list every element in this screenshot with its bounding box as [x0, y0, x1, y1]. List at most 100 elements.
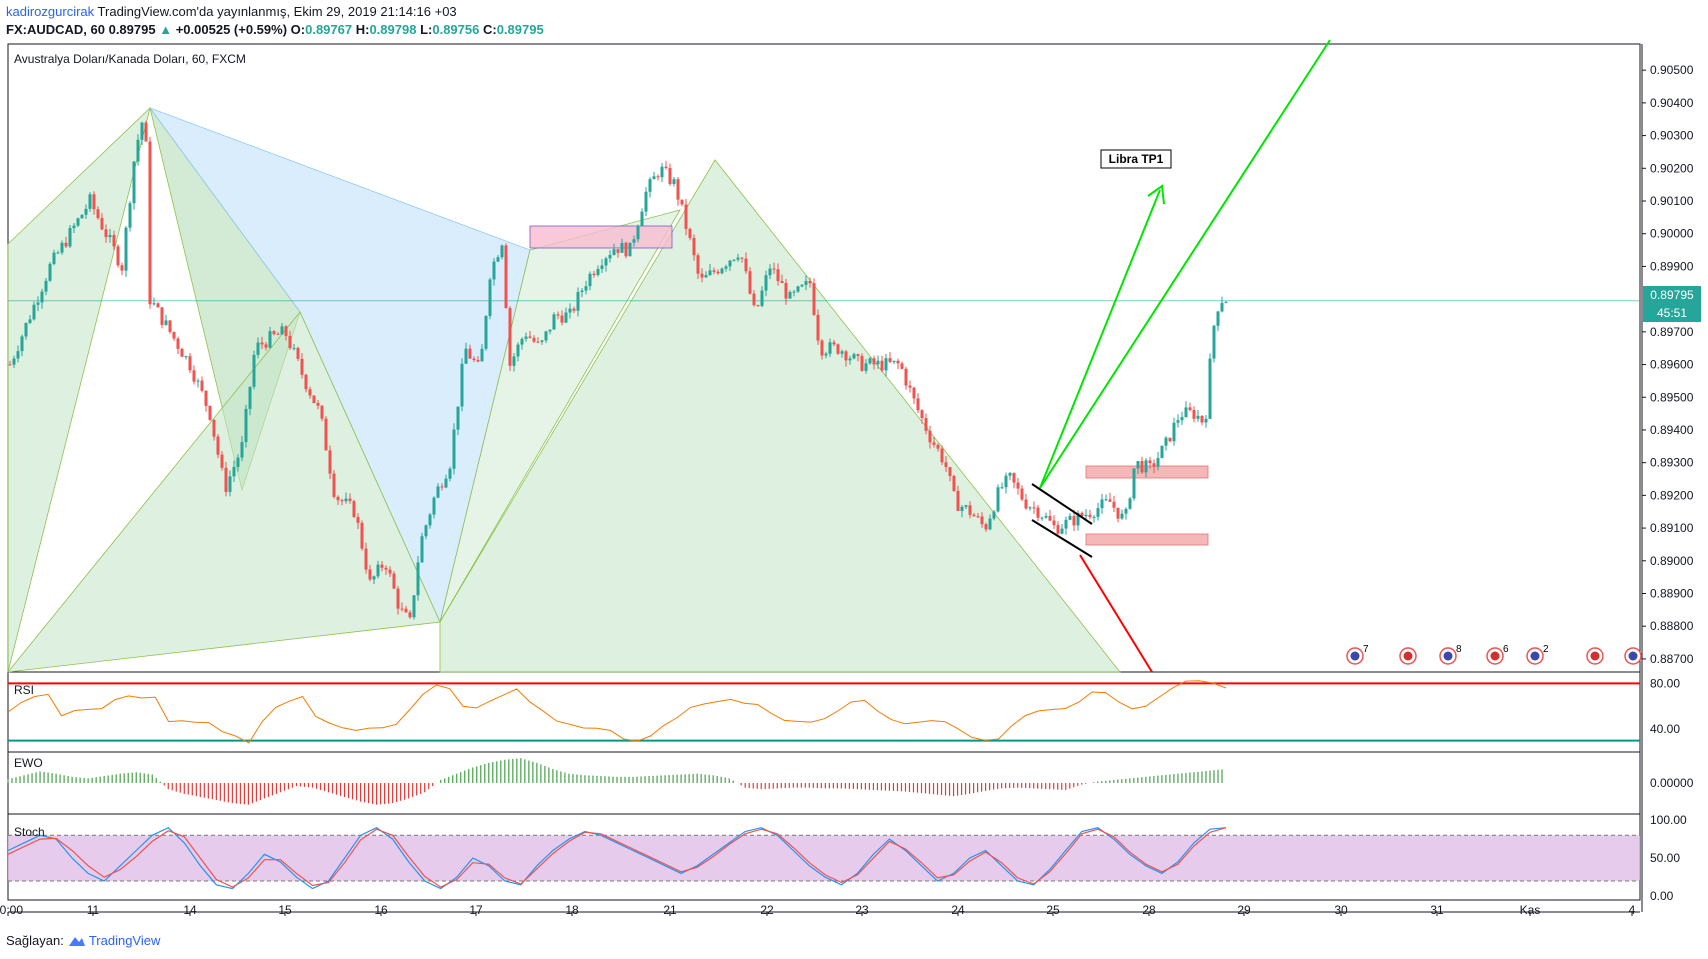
candle-body	[332, 473, 336, 497]
candle-body	[812, 283, 816, 315]
candle-body	[296, 347, 300, 359]
candle-body	[104, 229, 108, 238]
price-tick-label: 0.90400	[1650, 96, 1694, 110]
candle-body	[1208, 358, 1212, 419]
candle-body	[672, 179, 676, 184]
candle-body	[380, 564, 384, 568]
candle-body	[316, 403, 320, 406]
candle-body	[1132, 468, 1136, 499]
candle-body	[884, 358, 888, 371]
candle-body	[804, 280, 808, 285]
candle-body	[1212, 325, 1216, 359]
candle-body	[516, 344, 520, 357]
candle-body	[752, 293, 756, 306]
time-tick-label: 25	[1046, 903, 1060, 917]
candle-body	[1056, 525, 1060, 534]
time-tick-label: 30	[1334, 903, 1348, 917]
candle-body	[840, 351, 844, 354]
candle-body	[1140, 461, 1144, 473]
candle-body	[132, 161, 136, 204]
price-tick-label: 0.88900	[1650, 587, 1694, 601]
author-link[interactable]: kadirozgurcirak	[6, 4, 95, 19]
candle-body	[1216, 311, 1220, 326]
candle-body	[236, 457, 240, 467]
candle-body	[684, 204, 688, 229]
candle-body	[200, 380, 204, 391]
candle-body	[284, 326, 288, 336]
candle-body	[352, 501, 356, 518]
candle-body	[1028, 507, 1032, 509]
last-price-badge: 0.89795	[1643, 286, 1701, 304]
pattern-green-3	[7, 311, 441, 673]
candle-body	[448, 468, 452, 479]
tradingview-link[interactable]: TradingView	[68, 933, 160, 948]
candle-body	[948, 467, 952, 476]
candle-body	[336, 496, 340, 501]
candle-body	[488, 279, 492, 316]
candle-body	[1160, 445, 1164, 459]
candle-body	[784, 283, 788, 299]
candle-body	[312, 395, 316, 404]
candle-body	[124, 227, 128, 271]
candle-body	[832, 342, 836, 345]
candle-body	[8, 364, 12, 366]
candle-body	[844, 351, 848, 361]
candle-body	[188, 356, 192, 371]
candle-body	[180, 348, 184, 357]
candle-body	[1204, 418, 1208, 423]
candle-body	[952, 475, 956, 492]
candle-body	[464, 348, 468, 364]
time-tick-label: 16	[374, 903, 388, 917]
candle-body	[500, 245, 504, 258]
candle-body	[600, 265, 604, 269]
candle-body	[724, 266, 728, 269]
candle-body	[680, 199, 684, 205]
rsi-tick-label: 80.00	[1650, 676, 1680, 690]
candle-body	[444, 478, 448, 488]
candle-body	[412, 595, 416, 618]
candle-body	[244, 408, 248, 443]
candle-body	[1020, 488, 1024, 500]
rsi-tick-label: 40.00	[1650, 722, 1680, 736]
candle-body	[1200, 415, 1204, 423]
stoch-k-line	[7, 826, 1227, 890]
candle-body	[740, 257, 744, 259]
candle-body	[400, 608, 404, 610]
candle-body	[228, 476, 232, 492]
candle-body	[328, 450, 332, 474]
candle-body	[76, 218, 80, 226]
candle-body	[1068, 515, 1072, 520]
candle-body	[396, 588, 400, 609]
symbol-line: FX:AUDCAD, 60 0.89795 ▲ +0.00525 (+0.59%…	[6, 22, 544, 37]
candle-body	[836, 344, 840, 354]
event-flag-fill	[1443, 651, 1453, 661]
price-tick-label: 0.89700	[1650, 325, 1694, 339]
publish-line: kadirozgurcirak TradingView.com'da yayın…	[6, 4, 457, 19]
candle-body	[856, 354, 860, 356]
candle-body	[204, 390, 208, 406]
candle-body	[608, 254, 612, 259]
candle-body	[1156, 458, 1160, 467]
chart-title: Avustralya Doları/Kanada Doları, 60, FXC…	[14, 52, 246, 66]
candle-body	[1116, 507, 1120, 519]
candle-body	[208, 405, 212, 420]
chart-canvas[interactable]: Libra TP1 0.90500 0.90400 0.90300 0.90200 0.9…	[0, 0, 1708, 930]
candle-body	[508, 308, 512, 366]
candle-body	[120, 265, 124, 271]
candle-body	[956, 491, 960, 512]
candle-body	[456, 406, 460, 430]
price-tick-label: 0.90100	[1650, 194, 1694, 208]
candle-body	[1192, 410, 1196, 419]
candle-body	[32, 304, 36, 320]
candle-body	[324, 418, 328, 451]
candle-body	[392, 573, 396, 589]
candle-body	[1012, 472, 1016, 483]
candle-body	[1092, 516, 1096, 518]
candle-body	[1128, 498, 1132, 509]
candle-body	[436, 486, 440, 498]
time-tick-label: 28	[1142, 903, 1156, 917]
time-tick-label: 21	[663, 903, 677, 917]
candle-body	[572, 308, 576, 311]
candle-body	[908, 385, 912, 388]
symbol-label[interactable]: FX:AUDCAD, 60	[6, 22, 105, 37]
